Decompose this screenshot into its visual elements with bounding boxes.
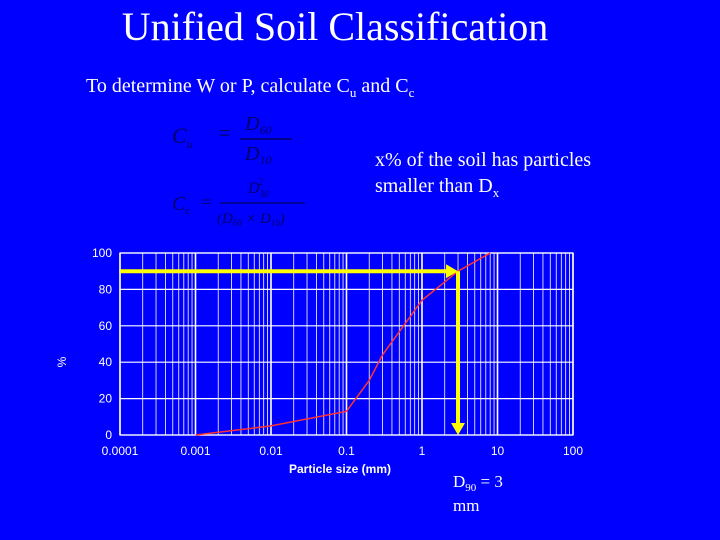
- arrowhead: [446, 264, 459, 279]
- y-tick-label: 80: [99, 282, 113, 296]
- x-tick-label: 0.0001: [102, 444, 139, 458]
- slide-title: Unified Soil Classification: [122, 4, 549, 49]
- y-tick-label: 100: [92, 246, 112, 260]
- d90-text: = 3: [476, 472, 503, 491]
- formula-text: =: [200, 192, 212, 212]
- formula-part: D: [244, 143, 260, 165]
- formula-part: u: [187, 137, 193, 151]
- d90-label: D90 = 3: [453, 472, 503, 494]
- x-tick-label: 1: [419, 444, 426, 458]
- formula-part: 60: [259, 123, 271, 137]
- formula-part: c: [185, 205, 190, 217]
- note-text: smaller than D: [375, 175, 493, 197]
- y-tick-label: 60: [99, 319, 113, 333]
- subtitle-sub: c: [409, 85, 415, 100]
- formula-part: 10: [259, 153, 271, 167]
- y-tick-label: 20: [99, 392, 113, 406]
- formula-part: 60: [233, 218, 243, 228]
- formula-part: ×: [246, 211, 256, 227]
- note-sub: x: [493, 185, 500, 200]
- formula-text: D10: [244, 143, 271, 167]
- x-tick-label: 10: [491, 444, 505, 458]
- y-tick-label: 0: [105, 428, 112, 442]
- formula-text: Cu: [172, 123, 193, 151]
- formula-part: ): [279, 211, 285, 227]
- x-tick-label: 0.1: [338, 444, 355, 458]
- formula-part: D: [244, 113, 260, 135]
- subtitle-sub: u: [350, 85, 357, 100]
- formula-part: 10: [271, 218, 281, 228]
- note: x% of the soil has particles: [375, 149, 591, 171]
- formula-cc: Cc = D302 (D60 × D10): [172, 177, 305, 228]
- x-tick-label: 0.01: [259, 444, 283, 458]
- x-tick-label: 100: [563, 444, 583, 458]
- formula-text: =: [217, 120, 232, 145]
- y-tick-label: 40: [99, 355, 113, 369]
- formula-text: (D60 × D10): [217, 211, 285, 228]
- d90-sub: 90: [465, 482, 477, 494]
- formula-part: C: [172, 123, 187, 148]
- subtitle-text: and C: [356, 75, 408, 97]
- formula-part: 30: [259, 189, 270, 199]
- formula-part: D: [259, 211, 271, 227]
- formula-part: (D: [217, 211, 233, 227]
- formula-cu: Cu = D60 D10: [172, 113, 292, 167]
- subtitle-text: To determine W or P, calculate C: [86, 75, 350, 97]
- formula-part: D: [247, 180, 260, 197]
- d90-text: D: [453, 472, 465, 491]
- formula-text: D30 2: [247, 177, 269, 199]
- data-line: [195, 252, 491, 436]
- subtitle: To determine W or P, calculate Cu and Cc: [86, 75, 415, 100]
- y-axis-label: %: [55, 356, 69, 367]
- note: smaller than Dx: [375, 175, 500, 200]
- plot: 0.0001 0.001 0.01 0.1 1 10 100 0 20 40 60 80 100: [92, 246, 583, 458]
- formula-part: C: [172, 193, 186, 215]
- formula-text: Cc: [172, 193, 190, 217]
- plot-frame: [119, 252, 574, 436]
- formula-text: D60: [244, 113, 271, 137]
- d90-unit: mm: [453, 496, 479, 515]
- x-tick-label: 0.001: [180, 444, 210, 458]
- x-axis-label: Particle size (mm): [289, 462, 391, 476]
- arrowhead: [451, 423, 466, 435]
- formula-part: 2: [259, 177, 264, 187]
